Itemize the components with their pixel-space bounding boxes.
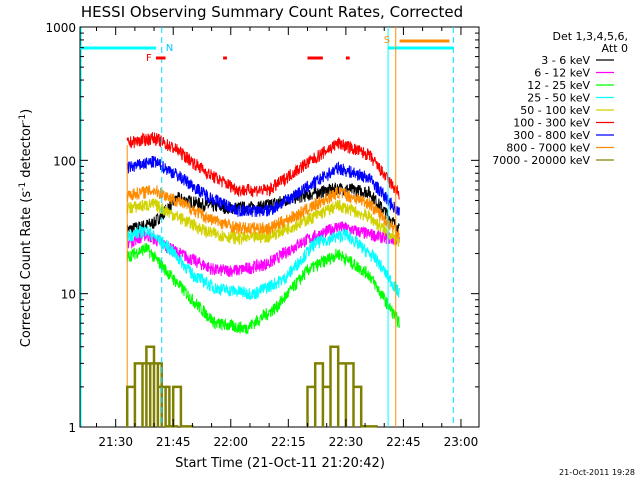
plot-frame [79,26,480,428]
legend-header-line1: Det 1,3,4,5,6, [552,30,628,43]
legend-label: 3 - 6 keV [541,54,590,67]
marker-s: S [384,35,390,46]
series-line-3 [126,224,400,301]
series-line-4 [126,198,400,248]
series-line-0 [126,182,400,237]
x-tick-label: 22:30 [329,435,364,449]
legend-label: 7000 - 20000 keV [492,154,590,167]
axes: 1 10 100 1000 21:30 21:45 22:00 22:15 22:30 22:45… [45,21,479,449]
legend-label: 6 - 12 keV [534,67,590,80]
marker-n: N [166,43,173,54]
x-tick-label: 21:45 [156,435,191,449]
x-tick-label: 22:15 [271,435,306,449]
x-tick-label: 21:30 [98,435,133,449]
series-line-2 [126,243,400,335]
marker-f: F [146,53,152,64]
y-tick-label: 100 [53,154,76,168]
plot-data: F N S [80,27,454,428]
legend-label: 300 - 800 keV [513,129,590,142]
x-tick-label: 22:00 [213,435,248,449]
y-tick-label: 1 [68,421,76,435]
y-tick-label: 1000 [45,21,76,35]
legend-label: 50 - 100 keV [520,104,590,117]
x-axis-label: Start Time (21-Oct-11 21:20:42) [175,456,385,471]
legend-label: 800 - 7000 keV [506,142,590,155]
timestamp: 21-Oct-2011 19:28 [559,468,635,477]
y-tick-label: 10 [61,288,76,302]
chart-title: HESSI Observing Summary Count Rates, Cor… [81,3,463,21]
olive-series-blocks [125,345,378,428]
legend-label: 100 - 300 keV [513,117,590,130]
legend-label: 12 - 25 keV [527,79,590,92]
legend-header-line2: Att 0 [602,42,628,55]
x-tick-label: 23:00 [444,435,479,449]
legend-label: 25 - 50 keV [527,92,590,105]
x-tick-label: 22:45 [386,435,421,449]
series-line-7 [126,184,400,239]
series-line-5 [126,131,400,200]
y-axis-label: Corrected Count Rate (s-1 detector-1) [18,109,34,347]
series-line-6 [126,155,400,217]
